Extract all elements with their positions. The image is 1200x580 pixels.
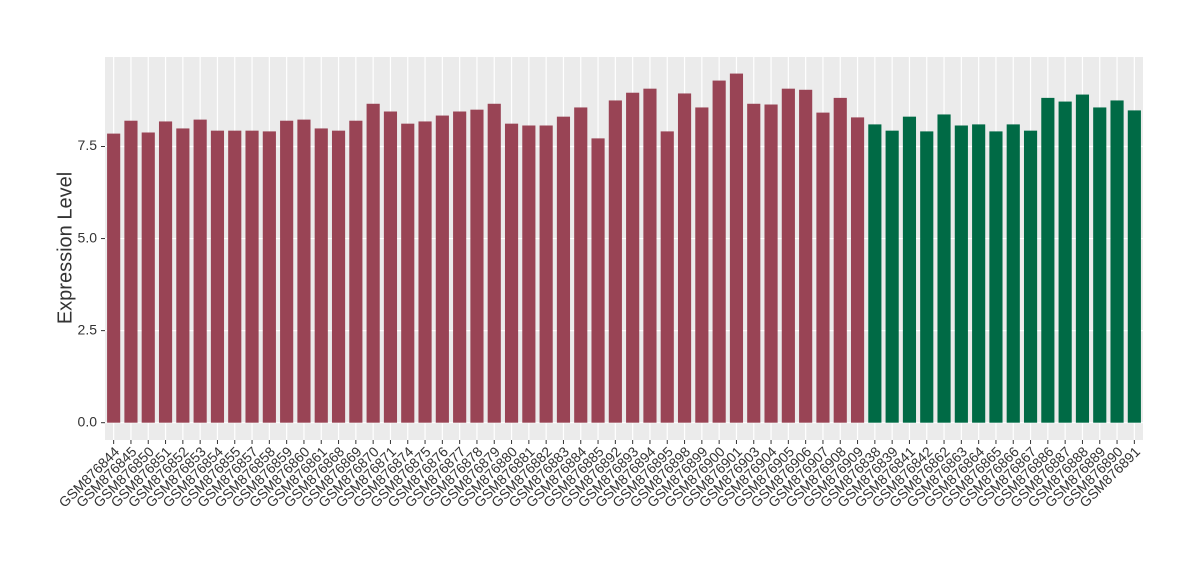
bar — [1127, 110, 1141, 423]
bar — [1006, 124, 1020, 423]
bar — [677, 93, 692, 423]
bar — [574, 107, 588, 423]
bar — [210, 130, 225, 423]
bar — [643, 88, 657, 423]
bar — [799, 89, 813, 423]
bar — [729, 73, 744, 423]
bar — [816, 112, 830, 423]
bar — [331, 130, 346, 423]
y-axis-title: Expression Level — [54, 172, 76, 324]
bar — [850, 117, 865, 423]
bar — [868, 124, 882, 423]
y-tick-label: 2.5 — [78, 321, 98, 337]
bar — [920, 131, 934, 423]
bar — [280, 120, 294, 423]
bar — [833, 97, 847, 423]
bar — [1075, 94, 1090, 423]
bar — [262, 131, 276, 423]
bar — [366, 103, 380, 423]
bar — [401, 123, 415, 423]
bar — [989, 131, 1003, 423]
bar — [107, 133, 121, 423]
bar — [487, 103, 501, 423]
panel — [105, 57, 1143, 440]
bar — [245, 130, 259, 423]
bar — [556, 116, 571, 423]
y-tick-label: 5.0 — [78, 229, 98, 245]
bar — [1110, 100, 1124, 423]
bar — [158, 121, 173, 423]
bar — [591, 138, 605, 423]
bar — [383, 111, 398, 423]
bar — [435, 115, 449, 423]
bar — [176, 128, 190, 423]
bar — [972, 124, 986, 423]
y-tick-label: 7.5 — [78, 137, 98, 153]
bar — [297, 119, 311, 423]
bar — [141, 132, 155, 423]
bar — [124, 120, 138, 423]
bar — [660, 131, 674, 423]
bar — [349, 120, 363, 423]
bar — [626, 92, 640, 423]
bar — [695, 107, 709, 423]
bar — [902, 116, 917, 423]
bar — [470, 109, 484, 423]
bar — [781, 88, 795, 423]
bar — [885, 130, 899, 423]
bar — [1058, 101, 1072, 423]
bar — [937, 114, 951, 423]
bar — [1023, 130, 1038, 423]
bar — [954, 125, 968, 423]
y-tick-label: 0.0 — [78, 413, 98, 429]
bar — [418, 121, 432, 423]
bar — [314, 128, 328, 423]
bar — [504, 123, 519, 423]
bar — [228, 130, 242, 423]
bar — [1041, 97, 1055, 423]
bar — [747, 103, 761, 423]
bar — [764, 104, 778, 423]
bar — [712, 80, 726, 423]
bar — [539, 125, 553, 423]
bar — [608, 100, 622, 423]
bar — [522, 125, 536, 423]
bar — [453, 111, 467, 423]
bar — [193, 119, 207, 423]
bar — [1093, 107, 1107, 423]
